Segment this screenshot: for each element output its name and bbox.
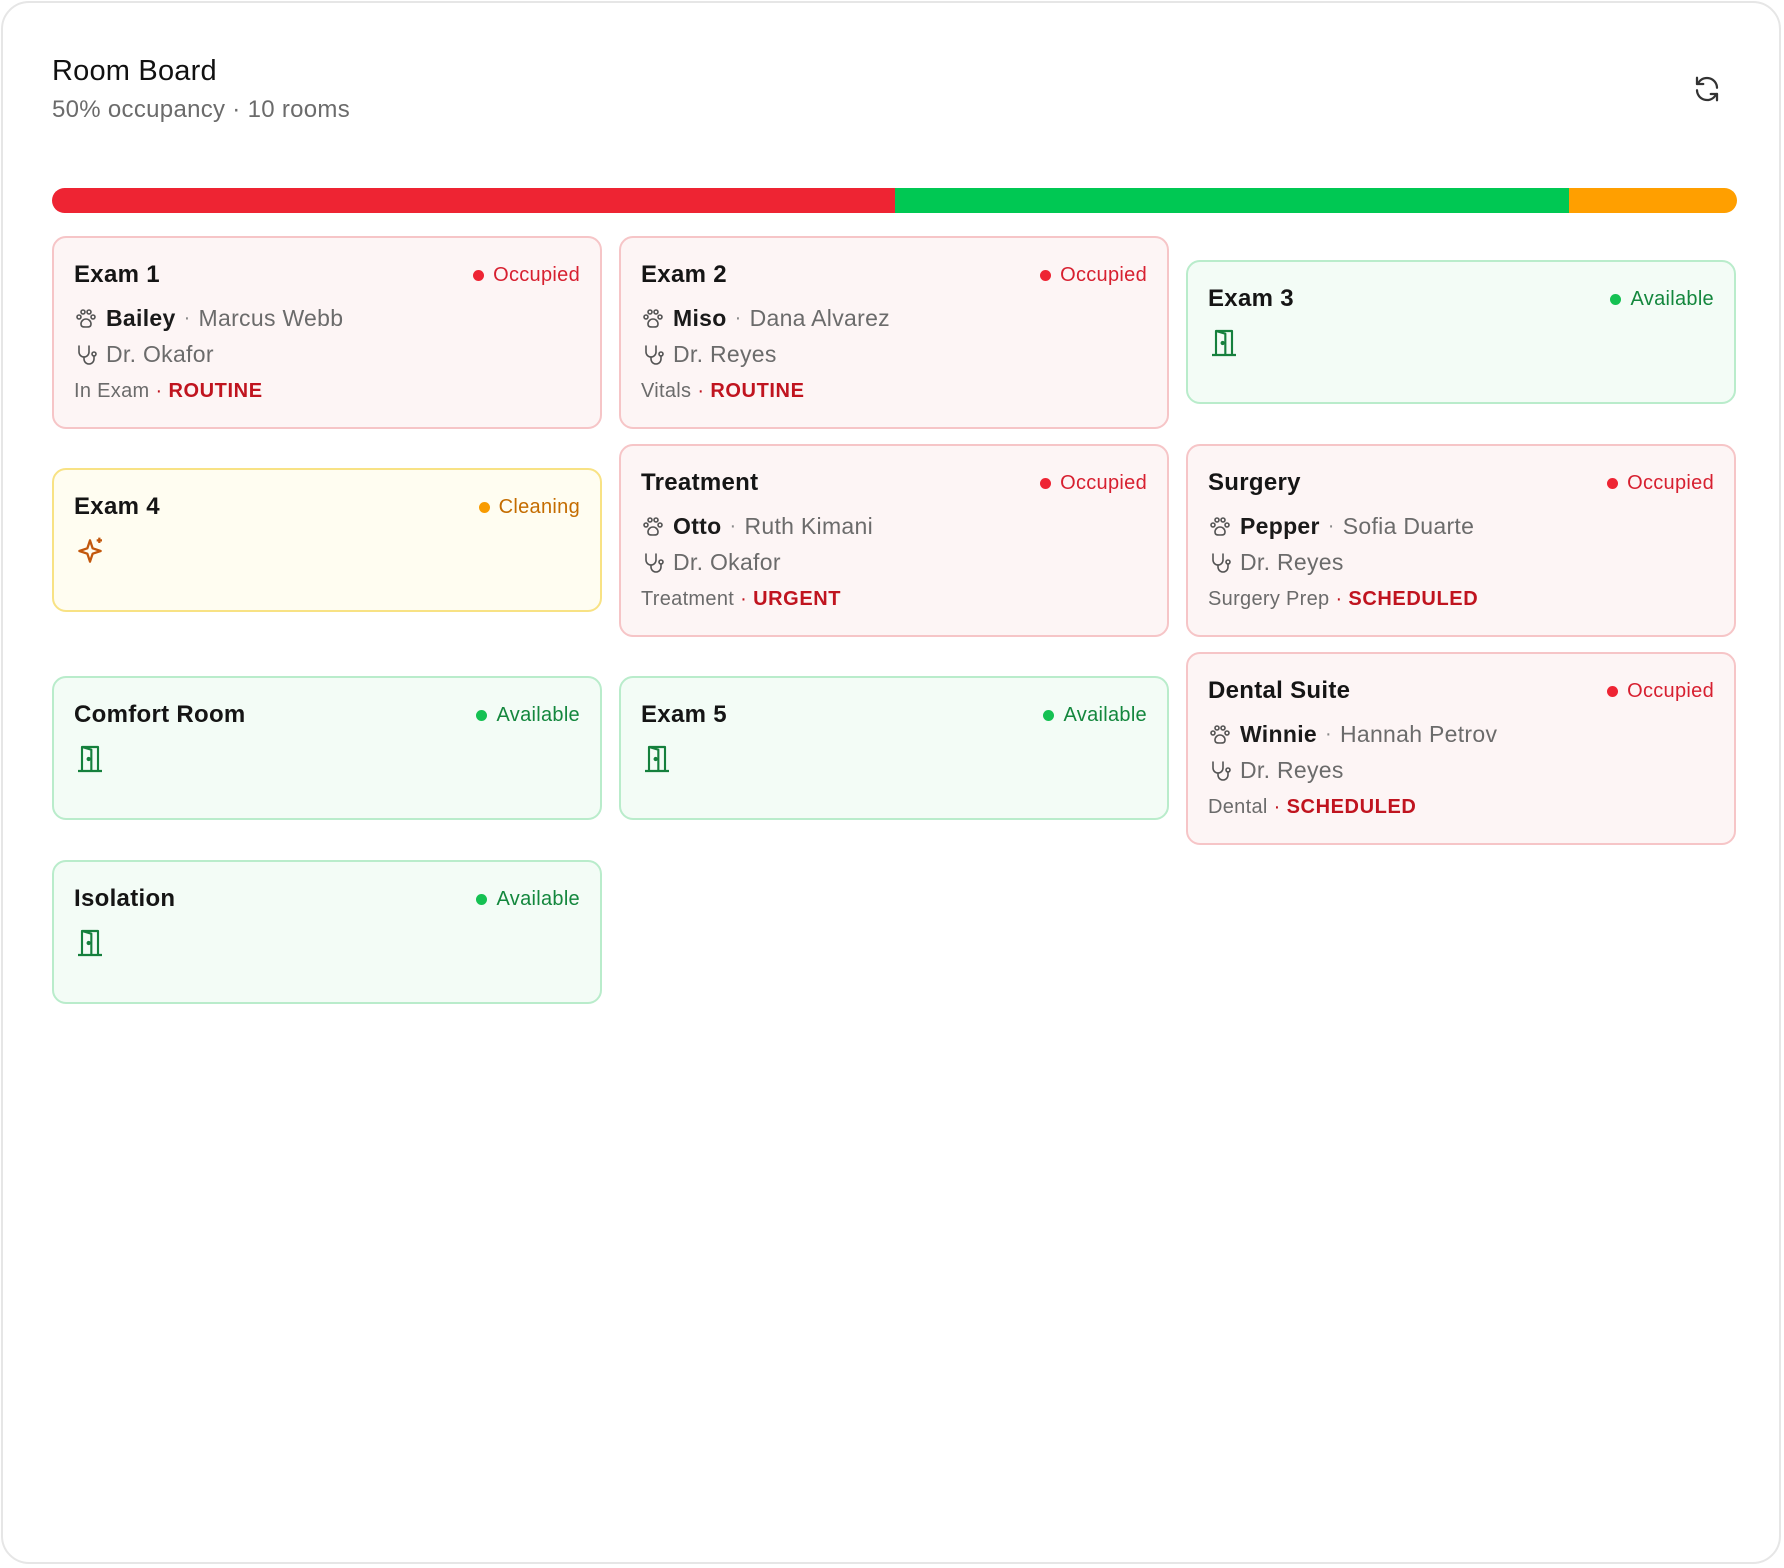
room-card-exam-1[interactable]: Exam 1 Occupied Bailey · Marcus Webb Dr. O… [52,236,602,429]
stethoscope-icon [645,552,664,573]
room-name: Surgery [1208,469,1301,496]
doctor-row: Dr. Okafor [641,549,781,576]
stethoscope-icon [1212,760,1231,781]
room-name: Dental Suite [1208,677,1351,704]
door-icon [78,745,102,773]
room-card-exam-4[interactable]: Exam 4 Cleaning [52,468,602,612]
status-badge: Available [1610,288,1714,311]
patient-row: Winnie · Hannah Petrov [1208,721,1497,748]
status-badge: Occupied [1040,472,1147,495]
doctor-name: Dr. Reyes [673,341,777,367]
visit-info: In Exam · ROUTINE [74,380,263,402]
patient-row: Miso · Dana Alvarez [641,305,890,332]
visit-stage: Dental [1208,796,1268,818]
pet-name: Winnie [1240,721,1317,747]
doctor-row: Dr. Okafor [74,341,214,368]
occupancy-bar-available [894,188,1569,213]
sparkle-icon [78,537,102,563]
pet-name: Bailey [106,305,176,331]
stethoscope-icon [1212,552,1231,573]
paw-icon [643,516,663,536]
room-name: Exam 5 [641,701,727,728]
visit-info: Vitals · ROUTINE [641,380,805,402]
priority-label: ROUTINE [710,380,805,402]
room-card-treatment[interactable]: Treatment Occupied Otto · Ruth Kimani Dr. … [619,444,1169,637]
page-title: Room Board [52,55,217,87]
visit-info: Treatment · URGENT [641,588,842,610]
occupancy-bar-cleaning [1568,188,1737,213]
room-name: Exam 4 [74,493,160,520]
door-icon [645,745,669,773]
owner-name: Dana Alvarez [749,305,890,331]
doctor-row: Dr. Reyes [641,341,777,368]
occupancy-bar-occupied [52,188,895,213]
header: Room Board 50% occupancy · 10 rooms [52,55,350,124]
status-badge: Occupied [1040,264,1147,287]
owner-name: Sofia Duarte [1342,513,1475,539]
pet-name: Pepper [1240,513,1320,539]
room-card-isolation[interactable]: Isolation Available [52,860,602,1004]
status-badge: Cleaning [478,496,580,519]
visit-info: Surgery Prep · SCHEDULED [1208,588,1479,610]
paw-icon [1210,724,1230,744]
room-card-exam-5[interactable]: Exam 5 Available [619,676,1169,820]
priority-label: ROUTINE [168,380,263,402]
priority-label: SCHEDULED [1348,588,1479,610]
room-name: Exam 2 [641,261,727,288]
doctor-name: Dr. Reyes [1240,549,1344,575]
door-icon [1212,329,1236,357]
room-card-exam-2[interactable]: Exam 2 Occupied Miso · Dana Alvarez Dr. Re… [619,236,1169,429]
visit-stage: Treatment [641,588,735,610]
doctor-name: Dr. Reyes [1240,757,1344,783]
door-icon [78,929,102,957]
visit-stage: In Exam [74,380,150,402]
doctor-name: Dr. Okafor [673,549,781,575]
paw-icon [1210,516,1230,536]
refresh-button[interactable] [1689,71,1725,107]
room-name: Treatment [641,469,759,496]
paw-icon [643,308,663,328]
room-name: Comfort Room [74,701,246,728]
room-card-dental-suite[interactable]: Dental Suite Occupied Winnie · Hannah Petr… [1186,652,1736,845]
stethoscope-icon [645,344,664,365]
owner-name: Hannah Petrov [1339,721,1498,747]
occupancy-summary: 50% occupancy · 10 rooms [52,96,351,123]
patient-row: Otto · Ruth Kimani [641,513,873,540]
owner-name: Ruth Kimani [744,513,874,539]
pet-name: Otto [673,513,722,539]
patient-row: Bailey · Marcus Webb [74,305,343,332]
doctor-row: Dr. Reyes [1208,757,1344,784]
priority-label: SCHEDULED [1286,796,1417,818]
room-card-surgery[interactable]: Surgery Occupied Pepper · Sofia Duarte Dr.… [1186,444,1736,637]
stethoscope-icon [78,344,97,365]
room-name: Exam 3 [1208,285,1294,312]
visit-stage: Surgery Prep [1208,588,1330,610]
pet-name: Miso [673,305,727,331]
visit-info: Dental · SCHEDULED [1208,796,1417,818]
status-badge: Occupied [473,264,580,287]
room-name: Exam 1 [74,261,160,288]
room-name: Isolation [74,885,176,912]
refresh-icon [1695,76,1719,102]
doctor-row: Dr. Reyes [1208,549,1344,576]
occupancy-bar [52,188,1737,213]
room-card-exam-3[interactable]: Exam 3 Available [1186,260,1736,404]
priority-label: URGENT [753,588,842,610]
room-card-comfort-room[interactable]: Comfort Room Available [52,676,602,820]
status-badge: Occupied [1607,472,1714,495]
patient-row: Pepper · Sofia Duarte [1208,513,1474,540]
status-badge: Available [476,704,580,727]
doctor-name: Dr. Okafor [106,341,214,367]
status-badge: Occupied [1607,680,1714,703]
visit-stage: Vitals [641,380,692,402]
status-badge: Available [476,888,580,911]
status-badge: Available [1043,704,1147,727]
owner-name: Marcus Webb [198,305,344,331]
paw-icon [76,308,96,328]
